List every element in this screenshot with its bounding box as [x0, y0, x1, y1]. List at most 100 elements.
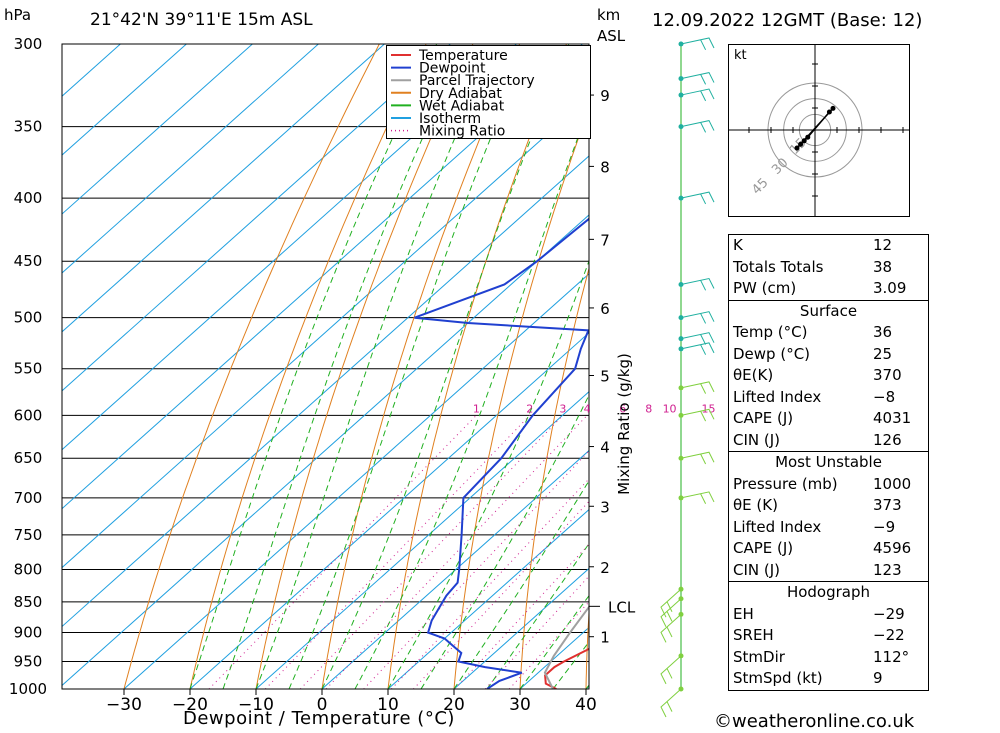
location-title: 21°42'N 39°11'E 15m ASL	[90, 10, 313, 30]
table-row: PW (cm) 3.09	[729, 278, 928, 300]
x-tick-label: 0	[317, 695, 328, 715]
isotherm-line	[62, 214, 589, 687]
height-unit-asl: ASL	[597, 27, 626, 45]
mixing-ratio-line	[454, 543, 589, 689]
credit-label: ©weatheronline.co.uk	[714, 711, 915, 732]
isotherm-line	[62, 44, 451, 392]
km-tick-label: 3	[600, 498, 610, 516]
pressure-tick-label: 500	[14, 309, 43, 327]
mixing-ratio-label: 3	[559, 402, 566, 415]
mixing-ratio-label: 10	[663, 402, 677, 415]
mixing-ratio-label: 6	[619, 402, 626, 415]
table-row-label: StmDir	[733, 647, 785, 666]
dry-adiabat-line	[123, 44, 380, 689]
wind-barb	[680, 72, 715, 85]
pressure-tick-label: 900	[14, 624, 43, 642]
wet-adiabat-line	[189, 44, 438, 689]
legend-label: Dewpoint	[419, 61, 486, 77]
table-section-header: Most Unstable	[729, 451, 928, 474]
x-tick-label: −10	[238, 695, 274, 715]
wet-adiabat-line	[387, 259, 589, 689]
isotherm-line	[453, 567, 589, 689]
km-tick-label: 5	[600, 367, 610, 385]
table-row-label: SREH	[733, 626, 774, 644]
height-unit-km: km	[597, 6, 621, 24]
hodo-point	[805, 134, 811, 140]
hodo-ring-label: 30	[769, 156, 791, 178]
pressure-tick-label: 750	[14, 526, 43, 544]
table-row-label: Dewp (°C)	[733, 344, 811, 363]
table-row: CAPE (J) 4596	[729, 538, 928, 560]
table-row-label: CAPE (J)	[733, 539, 794, 557]
hodograph: 153045kt	[728, 44, 910, 217]
wind-barb	[660, 614, 682, 643]
pressure-tick-label: 1000	[9, 680, 47, 698]
table-row: CIN (J) 123	[729, 560, 928, 582]
parcel-trajectory-line	[543, 605, 589, 689]
table-row: Dewp (°C) 25	[729, 344, 928, 366]
wet-adiabat-line	[486, 542, 589, 689]
wind-barb	[680, 277, 715, 291]
wet-adiabat-line	[255, 44, 497, 689]
table-row-value: 4596	[873, 539, 912, 557]
pressure-tick-label: 550	[14, 360, 43, 378]
wind-barb	[680, 381, 715, 394]
table-row: Temp (°C) 36	[729, 322, 928, 344]
wind-barb	[680, 88, 715, 102]
wind-barb	[660, 588, 682, 618]
dewpoint-line	[414, 217, 589, 689]
table-row-value: 370	[873, 366, 902, 384]
isotherm-line	[387, 508, 589, 689]
dry-adiabat-line	[519, 266, 589, 689]
mixing-ratio-label: 4	[584, 402, 591, 415]
legend-label: Temperature	[418, 48, 508, 64]
legend-label: Mixing Ratio	[419, 124, 505, 138]
hodo-point	[830, 105, 836, 111]
hodo-point	[794, 145, 800, 151]
dry-adiabat-line	[189, 44, 427, 689]
km-tick-label: 6	[600, 300, 610, 318]
km-tick-label: 9	[600, 87, 610, 105]
hodo-point	[826, 109, 832, 115]
table-row-value: 3.09	[873, 279, 907, 297]
hodo-point	[801, 138, 807, 144]
table-row: K 12	[729, 235, 928, 257]
table-row-value: 36	[873, 323, 893, 341]
table-row-value: 1000	[873, 474, 912, 493]
pressure-tick-label: 300	[14, 35, 43, 53]
table-row-value: 12	[873, 236, 893, 254]
table-row-value: −9	[873, 517, 896, 536]
lcl-label: LCL	[608, 598, 636, 616]
table-row-label: Totals Totals	[733, 257, 824, 276]
table-row-value: 123	[873, 560, 902, 579]
legend-label: Parcel Trajectory	[419, 73, 535, 89]
pressure-tick-label: 650	[14, 449, 43, 467]
table-row: Lifted Index −9	[729, 517, 928, 539]
wind-barb	[660, 655, 682, 685]
temperature-line	[544, 647, 589, 689]
isotherm-line	[62, 44, 319, 274]
table-row: θE(K) 370	[729, 365, 928, 387]
legend: Temperature Dewpoint Parcel Trajectory Dry …	[386, 45, 591, 139]
legend-label: Isotherm	[419, 111, 481, 127]
wet-adiabat-line	[288, 44, 531, 689]
table-row-label: θE(K)	[733, 366, 774, 384]
wet-adiabat-line	[222, 44, 466, 689]
table-row-label: EH	[733, 604, 754, 623]
x-tick-label: −30	[106, 695, 142, 715]
dry-adiabat-line	[387, 44, 567, 689]
table-row: Totals Totals 38	[729, 257, 928, 279]
isotherm-line	[62, 44, 187, 156]
mixing-ratio-line	[265, 414, 531, 689]
table-row-label: Lifted Index	[733, 517, 822, 536]
km-tick-label: 7	[600, 231, 610, 249]
table-row-label: K	[733, 236, 743, 254]
mixing-ratio-label: 2	[526, 402, 533, 415]
wind-barb	[680, 332, 715, 345]
isotherm-line	[62, 155, 589, 628]
legend-label: Dry Adiabat	[419, 86, 502, 102]
wind-barb	[660, 598, 682, 627]
table-row-value: 38	[873, 257, 893, 276]
pressure-tick-label: 700	[14, 489, 43, 507]
isotherm-line	[123, 273, 589, 689]
